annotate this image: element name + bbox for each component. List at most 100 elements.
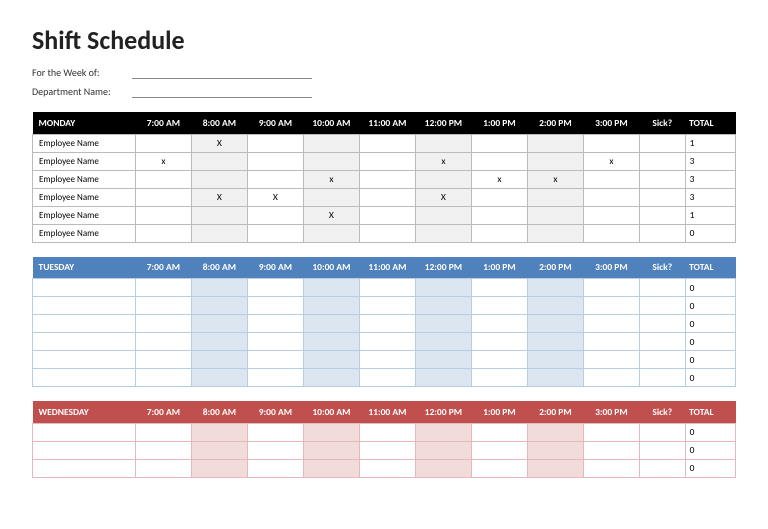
shift-cell[interactable] bbox=[135, 297, 191, 315]
shift-cell[interactable] bbox=[247, 423, 303, 441]
shift-cell[interactable] bbox=[583, 441, 639, 459]
sick-cell[interactable] bbox=[639, 423, 685, 441]
shift-cell[interactable] bbox=[247, 351, 303, 369]
shift-cell[interactable] bbox=[191, 152, 247, 170]
shift-cell[interactable] bbox=[135, 459, 191, 477]
shift-cell[interactable] bbox=[415, 206, 471, 224]
shift-cell[interactable] bbox=[359, 369, 415, 387]
shift-cell[interactable] bbox=[583, 188, 639, 206]
shift-cell[interactable] bbox=[471, 279, 527, 297]
shift-cell[interactable] bbox=[247, 441, 303, 459]
shift-cell[interactable] bbox=[583, 206, 639, 224]
sick-cell[interactable] bbox=[639, 351, 685, 369]
shift-cell[interactable] bbox=[527, 333, 583, 351]
sick-cell[interactable] bbox=[639, 441, 685, 459]
shift-cell[interactable] bbox=[471, 459, 527, 477]
sick-cell[interactable] bbox=[639, 206, 685, 224]
shift-cell[interactable] bbox=[415, 441, 471, 459]
shift-cell[interactable] bbox=[135, 333, 191, 351]
employee-name-cell[interactable]: Employee Name bbox=[33, 206, 136, 224]
shift-cell[interactable] bbox=[415, 279, 471, 297]
shift-cell[interactable] bbox=[135, 170, 191, 188]
shift-cell[interactable] bbox=[247, 459, 303, 477]
shift-cell[interactable] bbox=[359, 224, 415, 242]
shift-cell[interactable] bbox=[359, 333, 415, 351]
shift-cell[interactable] bbox=[135, 134, 191, 152]
shift-cell[interactable] bbox=[135, 351, 191, 369]
employee-name-cell[interactable] bbox=[33, 315, 136, 333]
employee-name-cell[interactable] bbox=[33, 459, 136, 477]
shift-cell[interactable] bbox=[191, 279, 247, 297]
shift-cell[interactable] bbox=[527, 459, 583, 477]
shift-cell[interactable]: x bbox=[583, 152, 639, 170]
shift-cell[interactable] bbox=[415, 170, 471, 188]
shift-cell[interactable] bbox=[191, 224, 247, 242]
shift-cell[interactable] bbox=[303, 297, 359, 315]
employee-name-cell[interactable]: Employee Name bbox=[33, 170, 136, 188]
shift-cell[interactable] bbox=[191, 170, 247, 188]
shift-cell[interactable] bbox=[359, 423, 415, 441]
shift-cell[interactable] bbox=[359, 152, 415, 170]
shift-cell[interactable] bbox=[247, 152, 303, 170]
shift-cell[interactable]: x bbox=[135, 152, 191, 170]
shift-cell[interactable] bbox=[359, 297, 415, 315]
shift-cell[interactable] bbox=[247, 369, 303, 387]
shift-cell[interactable] bbox=[583, 170, 639, 188]
shift-cell[interactable]: X bbox=[415, 188, 471, 206]
shift-cell[interactable] bbox=[415, 351, 471, 369]
employee-name-cell[interactable]: Employee Name bbox=[33, 224, 136, 242]
shift-cell[interactable] bbox=[583, 369, 639, 387]
shift-cell[interactable] bbox=[583, 224, 639, 242]
shift-cell[interactable] bbox=[191, 297, 247, 315]
shift-cell[interactable] bbox=[471, 441, 527, 459]
employee-name-cell[interactable]: Employee Name bbox=[33, 188, 136, 206]
shift-cell[interactable] bbox=[359, 315, 415, 333]
shift-cell[interactable]: X bbox=[191, 134, 247, 152]
shift-cell[interactable] bbox=[471, 423, 527, 441]
shift-cell[interactable] bbox=[247, 297, 303, 315]
employee-name-cell[interactable] bbox=[33, 297, 136, 315]
shift-cell[interactable] bbox=[247, 206, 303, 224]
shift-cell[interactable] bbox=[247, 134, 303, 152]
shift-cell[interactable]: x bbox=[471, 170, 527, 188]
shift-cell[interactable] bbox=[303, 152, 359, 170]
shift-cell[interactable] bbox=[471, 297, 527, 315]
shift-cell[interactable] bbox=[303, 134, 359, 152]
employee-name-cell[interactable] bbox=[33, 369, 136, 387]
shift-cell[interactable] bbox=[415, 224, 471, 242]
shift-cell[interactable] bbox=[303, 188, 359, 206]
shift-cell[interactable] bbox=[303, 441, 359, 459]
shift-cell[interactable] bbox=[471, 152, 527, 170]
employee-name-cell[interactable] bbox=[33, 279, 136, 297]
shift-cell[interactable] bbox=[191, 441, 247, 459]
shift-cell[interactable] bbox=[303, 315, 359, 333]
sick-cell[interactable] bbox=[639, 369, 685, 387]
sick-cell[interactable] bbox=[639, 315, 685, 333]
shift-cell[interactable] bbox=[247, 224, 303, 242]
shift-cell[interactable] bbox=[583, 351, 639, 369]
shift-cell[interactable]: X bbox=[247, 188, 303, 206]
shift-cell[interactable] bbox=[135, 423, 191, 441]
shift-cell[interactable] bbox=[303, 351, 359, 369]
shift-cell[interactable] bbox=[471, 224, 527, 242]
shift-cell[interactable] bbox=[359, 206, 415, 224]
shift-cell[interactable] bbox=[135, 315, 191, 333]
shift-cell[interactable] bbox=[527, 351, 583, 369]
shift-cell[interactable] bbox=[527, 206, 583, 224]
shift-cell[interactable]: x bbox=[527, 170, 583, 188]
shift-cell[interactable] bbox=[359, 351, 415, 369]
shift-cell[interactable] bbox=[471, 315, 527, 333]
sick-cell[interactable] bbox=[639, 459, 685, 477]
shift-cell[interactable] bbox=[135, 188, 191, 206]
shift-cell[interactable] bbox=[527, 441, 583, 459]
shift-cell[interactable] bbox=[191, 351, 247, 369]
shift-cell[interactable] bbox=[359, 279, 415, 297]
shift-cell[interactable] bbox=[583, 279, 639, 297]
meta-week-input-line[interactable] bbox=[132, 68, 312, 79]
shift-cell[interactable] bbox=[415, 297, 471, 315]
shift-cell[interactable] bbox=[135, 369, 191, 387]
shift-cell[interactable] bbox=[415, 459, 471, 477]
shift-cell[interactable] bbox=[303, 423, 359, 441]
shift-cell[interactable] bbox=[527, 152, 583, 170]
shift-cell[interactable] bbox=[135, 441, 191, 459]
